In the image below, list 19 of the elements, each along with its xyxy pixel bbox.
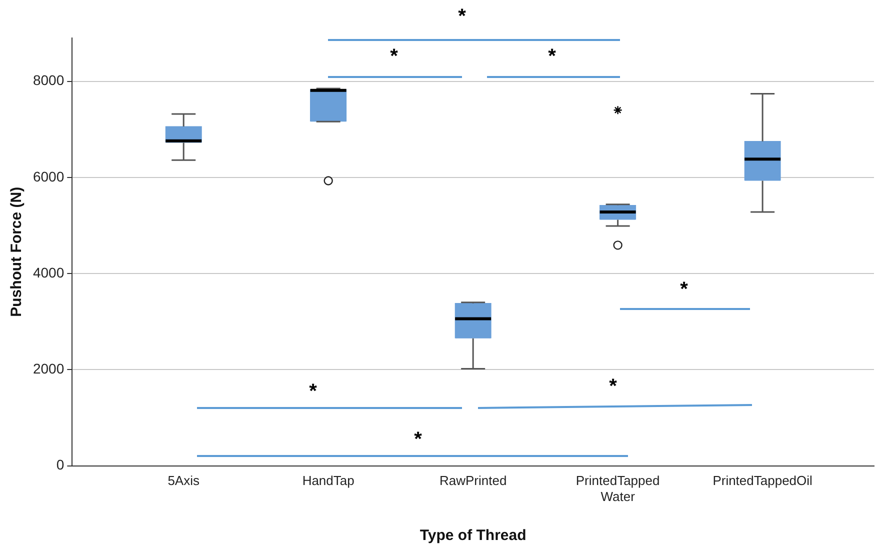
y-tick-label: 6000 — [32, 168, 64, 184]
annotation: * — [548, 46, 556, 68]
y-tick-label: 4000 — [32, 264, 64, 280]
x-tick-label: 5Axis — [168, 473, 200, 488]
text: * — [458, 6, 466, 28]
x-axis-title: Type of Thread — [420, 527, 526, 544]
y-tick-label: 0 — [56, 456, 64, 473]
annotation: * — [309, 380, 317, 404]
annotation: * — [390, 46, 398, 68]
x-tick-label: PrintedTappedOil — [712, 473, 813, 488]
x-tick-label: HandTap — [302, 473, 354, 488]
annotation: * — [680, 278, 688, 302]
annotation: * — [414, 428, 422, 452]
annotation: * — [609, 376, 617, 398]
y-axis-title: Pushout Force (N) — [8, 186, 26, 317]
y-tick-label: 8000 — [32, 72, 64, 88]
x-tick-label: PrintedTapped Water — [576, 473, 660, 504]
y-tick-label: 2000 — [32, 360, 64, 377]
x-tick-label: RawPrinted — [439, 473, 507, 488]
